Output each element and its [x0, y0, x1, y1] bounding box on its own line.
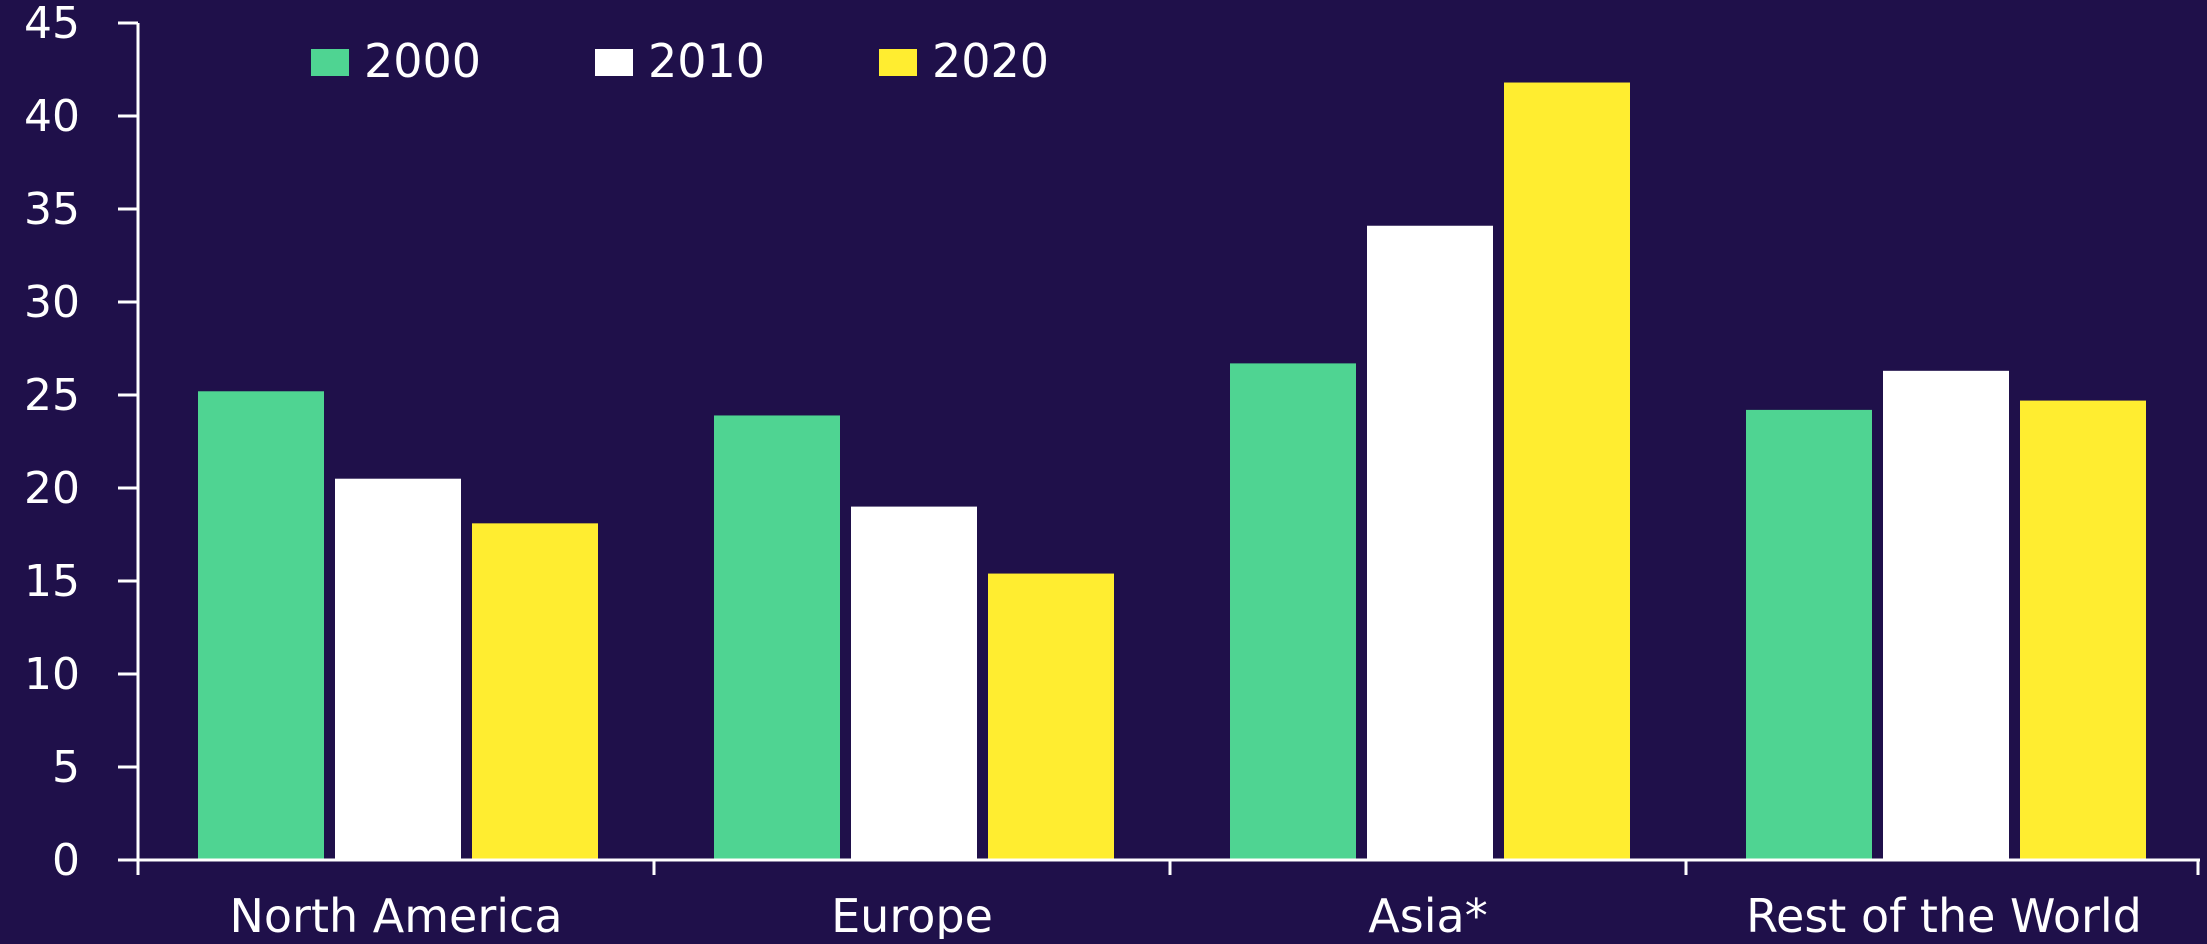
legend-swatch-2010 — [595, 49, 633, 76]
bar-2020-asia — [1504, 82, 1630, 860]
x-category-label: North America — [229, 889, 562, 939]
bar-2020-rest-of-the-world — [2020, 400, 2146, 860]
legend-label-2010: 2010 — [648, 34, 765, 88]
x-category-label: Europe — [831, 889, 993, 939]
y-tick-label: 35 — [24, 184, 80, 235]
x-category-label: Rest of the World — [1746, 889, 2142, 939]
legend-swatch-2020 — [879, 49, 917, 76]
bar-2010-asia — [1367, 225, 1493, 861]
y-tick-label: 40 — [24, 91, 80, 142]
bar-2000-asia — [1230, 363, 1356, 860]
bars-layer — [198, 82, 2146, 861]
legend-swatch-2000 — [311, 49, 349, 76]
y-tick-label: 10 — [24, 649, 80, 700]
bar-2000-north-america — [198, 391, 324, 860]
y-tick-label: 25 — [24, 370, 80, 421]
y-tick-label: 45 — [24, 0, 80, 49]
bar-2000-europe — [714, 415, 840, 860]
axes-layer: 0 5 10 15 20 25 30 35 40 45 North America Europe Asi… — [24, 0, 2200, 943]
y-tick-label: 30 — [24, 277, 80, 328]
y-tick-label: 5 — [52, 742, 80, 793]
x-category-label: Asia* — [1368, 889, 1487, 939]
bar-2000-rest-of-the-world — [1746, 409, 1872, 860]
y-tick-label: 15 — [24, 556, 80, 607]
bar-2010-north-america — [335, 478, 461, 860]
legend-label-2020: 2020 — [932, 34, 1049, 88]
bar-2010-europe — [851, 506, 977, 860]
legend: 2000 2010 2020 — [311, 34, 1049, 88]
bar-2020-north-america — [472, 523, 598, 860]
legend-label-2000: 2000 — [364, 34, 481, 88]
y-tick-label: 20 — [24, 463, 80, 514]
y-tick-label: 0 — [52, 835, 80, 886]
bar-2010-rest-of-the-world — [1883, 370, 2009, 860]
bar-2020-europe — [988, 573, 1114, 860]
